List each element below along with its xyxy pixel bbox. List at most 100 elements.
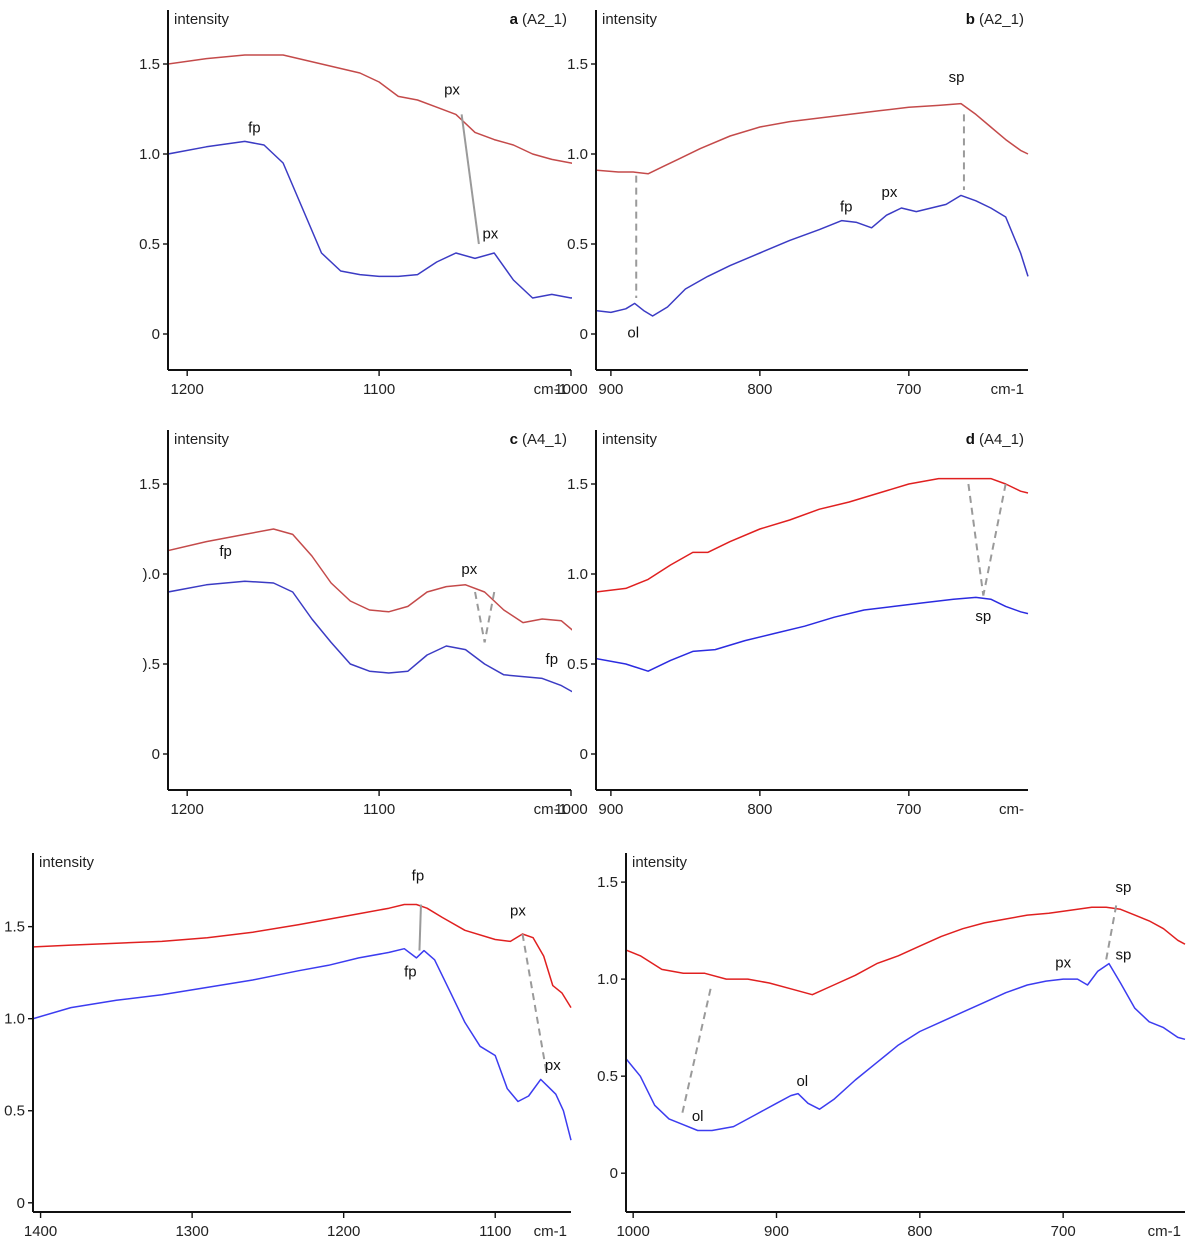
- band-annotation: px: [1055, 954, 1071, 971]
- x-tick-label: 1300: [175, 1223, 208, 1240]
- chart-panel-4: intensity d (A4_1) 0 0.5 1.0 1.5 900 800 700 cm-sp: [567, 430, 1029, 818]
- panel-sample: (A2_1): [979, 11, 1024, 28]
- x-tick-label: 900: [598, 381, 623, 398]
- y-tick-label: 0: [17, 1195, 25, 1212]
- x-tick-label: 1000: [554, 381, 587, 398]
- y-tick-label: 0: [610, 1165, 618, 1182]
- x-tick-label: 1100: [363, 381, 395, 398]
- series-line-2: [169, 140, 572, 299]
- x-tick-label: 1100: [479, 1223, 511, 1240]
- x-tick-label: 900: [598, 801, 623, 818]
- x-unit-label: cm-1: [534, 801, 567, 818]
- x-tick-label: 700: [896, 381, 921, 398]
- panel-letter: a: [510, 11, 519, 28]
- y-tick-label: 0: [580, 746, 588, 763]
- band-link-line: [474, 591, 486, 643]
- y-tick-label: 1.5: [597, 874, 618, 891]
- chart-panel-2: intensity b (A2_1) 0 0.5 1.0 1.5 900 800 700 cm-1 s…: [567, 10, 1029, 398]
- series-line-2: [597, 596, 1029, 672]
- y-axis-label: intensity: [39, 854, 95, 871]
- x-tick-label: 1000: [554, 801, 587, 818]
- band-link-line: [680, 988, 712, 1116]
- series-line-2: [627, 962, 1186, 1132]
- chart-panel-3: intensity c (A4_1) 0).5).0 1.5 1200 1100 1000cm…: [139, 430, 588, 818]
- band-annotation: fp: [404, 963, 417, 980]
- band-annotation: ol: [627, 325, 639, 342]
- x-tick-label: 1400: [24, 1223, 57, 1240]
- x-tick-label: 800: [747, 801, 772, 818]
- band-annotation: sp: [1115, 947, 1131, 964]
- band-annotation: px: [461, 561, 477, 578]
- band-annotation: px: [482, 226, 498, 243]
- panel-letter: d: [966, 431, 975, 448]
- y-tick-label: 0: [152, 326, 160, 343]
- band-annotation: fp: [546, 651, 559, 668]
- y-tick-label: 0.5: [567, 236, 588, 253]
- band-annotation: fp: [840, 199, 853, 216]
- y-tick-label: ).0: [142, 566, 160, 583]
- series-line-1: [34, 903, 572, 1008]
- band-annotation: ol: [692, 1108, 704, 1125]
- series-line-2: [34, 947, 572, 1141]
- panel-title: d (A4_1): [966, 431, 1024, 448]
- y-tick-label: 1.0: [567, 566, 588, 583]
- y-tick-label: 0.5: [567, 656, 588, 673]
- band-link-line: [483, 591, 496, 643]
- band-link-line: [1105, 905, 1118, 960]
- chart-panel-5: intensity 0 0.5 1.0 1.5 1400 1300 1200 1100 cm-1 f…: [4, 853, 572, 1240]
- band-link-line: [967, 483, 985, 596]
- y-tick-label: 0.5: [4, 1103, 25, 1120]
- y-tick-label: 1.0: [139, 146, 160, 163]
- x-tick-label: 700: [896, 801, 921, 818]
- panel-sample: (A4_1): [522, 431, 567, 448]
- y-axis-label: intensity: [174, 431, 230, 448]
- y-axis-label: intensity: [632, 854, 688, 871]
- y-axis-label: intensity: [602, 11, 658, 28]
- y-tick-label: 1.5: [567, 56, 588, 73]
- x-tick-label: 700: [1051, 1223, 1076, 1240]
- band-annotation: fp: [248, 119, 261, 136]
- x-tick-label: 900: [764, 1223, 789, 1240]
- panel-title: a (A2_1): [510, 11, 567, 28]
- y-tick-label: 0: [580, 326, 588, 343]
- x-tick-label: 800: [907, 1223, 932, 1240]
- x-unit-label: cm-1: [534, 381, 567, 398]
- panel-title: c (A4_1): [510, 431, 567, 448]
- y-tick-label: 1.0: [4, 1011, 25, 1028]
- band-link-line: [460, 114, 480, 245]
- band-annotation: px: [882, 184, 898, 201]
- x-tick-label: 1200: [171, 381, 204, 398]
- band-annotation: ol: [796, 1073, 808, 1090]
- band-annotation: fp: [412, 868, 425, 885]
- x-tick-label: 1200: [171, 801, 204, 818]
- y-tick-label: 0.5: [597, 1068, 618, 1085]
- y-axis-label: intensity: [174, 11, 230, 28]
- band-annotation: sp: [975, 608, 991, 625]
- band-annotation: px: [444, 82, 460, 99]
- band-annotation: fp: [219, 543, 232, 560]
- series-line-2: [169, 580, 572, 693]
- x-tick-label: 1000: [616, 1223, 649, 1240]
- y-tick-label: 0.5: [139, 236, 160, 253]
- x-tick-label: 1100: [363, 801, 395, 818]
- y-tick-label: 1.5: [139, 56, 160, 73]
- chart-panel-6: intensity 0 0.5 1.0 1.5 1000 900 800 700 cm-1 sp sp…: [597, 853, 1186, 1240]
- panel-letter: c: [510, 431, 518, 448]
- panel-title: b (A2_1): [966, 11, 1024, 28]
- y-tick-label: 1.5: [567, 476, 588, 493]
- x-unit-label: cm-1: [534, 1223, 567, 1240]
- x-unit-label: cm-1: [1148, 1223, 1181, 1240]
- y-tick-label: 1.5: [139, 476, 160, 493]
- series-line-1: [597, 102, 1029, 175]
- band-annotation: sp: [949, 69, 965, 86]
- band-link-line: [418, 904, 422, 951]
- panel-sample: (A4_1): [979, 431, 1024, 448]
- series-line-1: [169, 528, 572, 631]
- x-unit-label: cm-: [999, 801, 1024, 818]
- x-unit-label: cm-1: [991, 381, 1024, 398]
- band-annotation: px: [510, 903, 526, 920]
- series-line-1: [627, 906, 1186, 996]
- chart-panel-1: intensity a (A2_1) 0 0.5 1.0 1.5 1200 1100 1000cm…: [139, 10, 588, 398]
- y-axis-label: intensity: [602, 431, 658, 448]
- band-annotation: px: [545, 1057, 561, 1074]
